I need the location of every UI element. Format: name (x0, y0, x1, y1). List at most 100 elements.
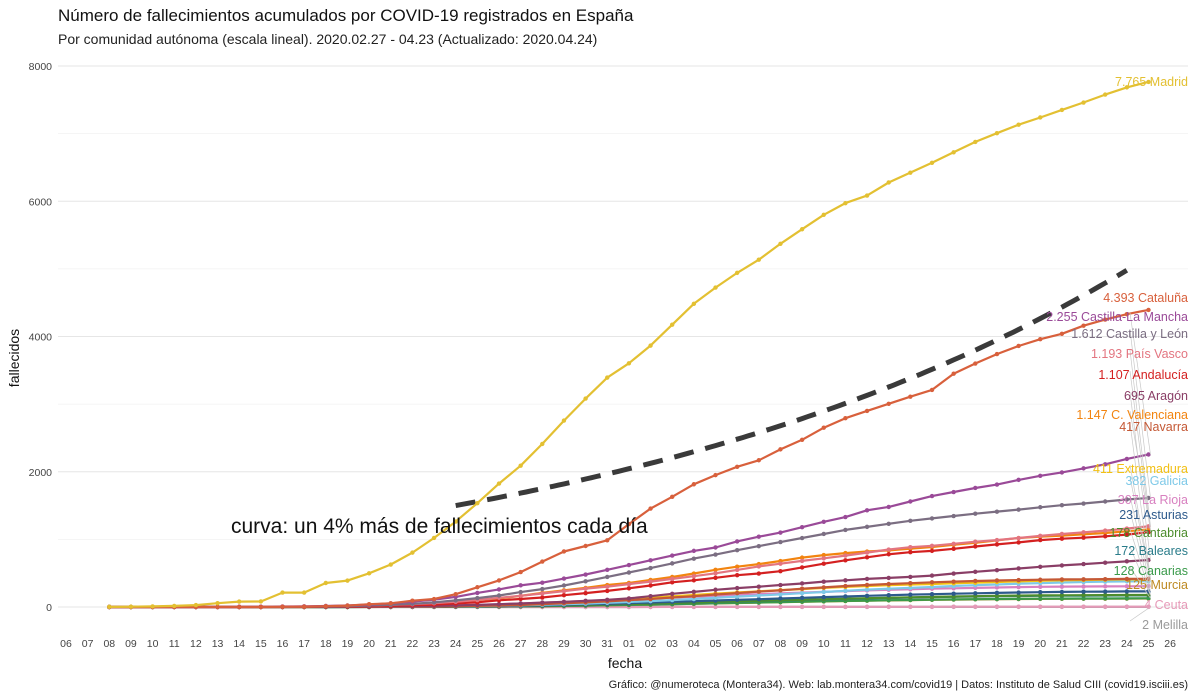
data-point (496, 481, 502, 486)
data-point (713, 587, 718, 592)
data-point (1059, 589, 1065, 595)
data-point (929, 548, 935, 554)
data-point (864, 550, 870, 555)
data-point (670, 595, 675, 600)
data-point (799, 595, 805, 601)
data-point (431, 535, 437, 541)
data-point (691, 301, 697, 307)
data-point (799, 565, 805, 570)
data-point (778, 582, 783, 588)
x-tick-label: 25 (1143, 638, 1155, 650)
data-point (843, 200, 848, 206)
series-layer (107, 79, 1151, 610)
data-point (1081, 584, 1086, 589)
data-point (1103, 560, 1108, 565)
data-point (1059, 503, 1065, 508)
x-tick-label: 23 (1099, 638, 1111, 650)
data-point (799, 437, 805, 442)
data-point (345, 578, 350, 583)
data-point (583, 543, 588, 549)
data-point (821, 579, 826, 584)
series-end-labels: 7.765 Madrid 4.393 Cataluña 2.255 Castilla… (1046, 75, 1188, 632)
x-tick-label: 07 (82, 638, 94, 650)
y-tick-label: 2000 (29, 467, 53, 479)
data-point (1081, 592, 1086, 598)
data-point (561, 418, 567, 423)
data-point (864, 576, 870, 582)
data-point (1146, 307, 1151, 313)
data-point (691, 574, 697, 579)
leader-line (1129, 329, 1151, 499)
data-point (1146, 79, 1151, 85)
data-point (1038, 589, 1043, 595)
leader-line (1129, 370, 1151, 533)
series-label: 1.107 Andalucía (1098, 368, 1188, 382)
data-point (1124, 604, 1130, 609)
series-label: 4 Ceuta (1144, 598, 1188, 612)
data-point (799, 581, 805, 586)
data-point (821, 594, 826, 600)
data-point (1146, 452, 1151, 457)
data-point (518, 463, 523, 468)
data-point (1059, 107, 1065, 113)
data-point (843, 583, 848, 589)
x-tick-label: 17 (969, 638, 981, 650)
data-point (431, 596, 437, 602)
data-point (864, 593, 870, 598)
data-point (1081, 589, 1086, 594)
data-point (1103, 576, 1108, 582)
data-point (410, 598, 415, 603)
x-tick-label: 02 (645, 638, 657, 650)
data-point (864, 508, 870, 513)
data-point (1016, 122, 1021, 127)
x-tick-label: 03 (666, 638, 678, 650)
data-point (864, 587, 870, 592)
data-point (691, 589, 697, 595)
data-point (323, 603, 328, 609)
data-point (1103, 589, 1108, 594)
data-point (908, 550, 913, 555)
x-tick-label: 05 (710, 638, 722, 650)
data-point (864, 408, 870, 414)
data-point (1016, 590, 1021, 595)
data-point (886, 552, 891, 557)
x-tick-label: 15 (926, 638, 938, 650)
data-point (994, 604, 1000, 609)
data-point (301, 604, 307, 609)
data-point (540, 580, 545, 585)
data-point (951, 579, 956, 584)
data-point (843, 527, 848, 533)
data-point (951, 150, 956, 155)
data-point (583, 396, 588, 401)
data-point (626, 586, 632, 591)
data-point (583, 572, 588, 577)
data-point (756, 458, 761, 463)
data-point (1103, 592, 1108, 598)
data-point (1016, 477, 1021, 483)
x-tick-label: 11 (840, 638, 851, 650)
leader-line (1129, 391, 1151, 561)
data-point (1081, 501, 1086, 506)
series-line (109, 308, 1149, 609)
data-point (215, 601, 220, 606)
data-point (1038, 337, 1043, 342)
data-point (994, 130, 1000, 136)
data-point (886, 604, 891, 609)
data-point (734, 567, 740, 573)
data-point (561, 576, 567, 581)
data-point (626, 361, 632, 366)
data-point (1103, 534, 1108, 539)
x-tick-label: 16 (948, 638, 960, 650)
data-point (929, 580, 935, 585)
data-point (929, 160, 935, 166)
x-tick-label: 04 (688, 638, 700, 650)
series-label: 411 Extremadura (1093, 462, 1188, 476)
data-point (1016, 593, 1021, 598)
x-tick-label: 07 (753, 638, 765, 650)
data-point (821, 531, 826, 537)
data-point (670, 561, 675, 566)
data-point (1016, 507, 1021, 512)
data-point (799, 535, 805, 541)
data-point (1124, 576, 1130, 582)
data-point (496, 587, 502, 592)
